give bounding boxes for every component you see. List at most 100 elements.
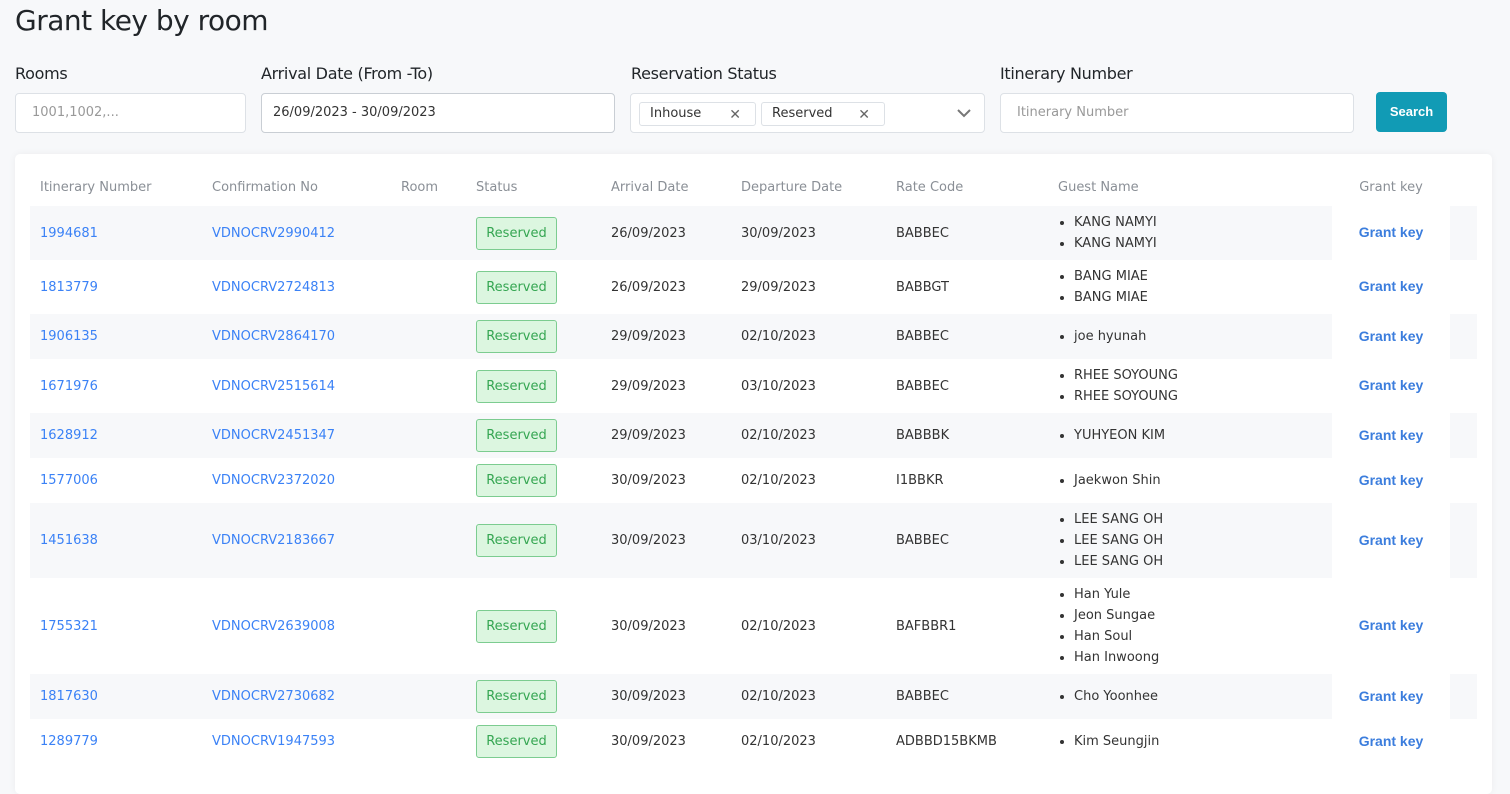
itinerary-link[interactable]: 1577006 <box>40 473 98 488</box>
reservations-table: Itinerary Number Confirmation No Room Statu… <box>30 168 1477 764</box>
arrival-date: 30/09/2023 <box>601 674 731 719</box>
results-card: Itinerary Number Confirmation No Room Statu… <box>15 154 1492 794</box>
status-badge: Reserved <box>476 369 557 403</box>
arrival-date: 29/09/2023 <box>601 413 731 458</box>
guest-name: KANG NAMYI <box>1074 233 1332 254</box>
arrival-date: 30/09/2023 <box>611 618 686 634</box>
status-tag-inhouse: Inhouse ✕ <box>639 102 756 126</box>
guest-name: RHEE SOYOUNG <box>1074 365 1332 386</box>
rate-code: BABBEC <box>886 314 1048 359</box>
rate-code: BAFBBR1 <box>896 618 957 634</box>
grant-key-button[interactable]: Grant key <box>1358 687 1424 704</box>
itinerary-link[interactable]: 1817630 <box>40 689 98 704</box>
guest-name: YUHYEON KIM <box>1074 425 1332 446</box>
departure-date: 02/10/2023 <box>731 413 886 458</box>
guest-name: Han Yule <box>1074 584 1332 605</box>
reservation-status-label: Reservation Status <box>631 64 777 83</box>
rate-code: I1BBKR <box>896 473 944 488</box>
guest-name: Jaekwon Shin <box>1074 470 1332 491</box>
itinerary-link[interactable]: 1289779 <box>40 734 98 749</box>
room-cell <box>391 578 466 674</box>
itinerary-input[interactable]: Itinerary Number <box>1000 93 1354 133</box>
status-badge: Reserved <box>476 725 557 758</box>
confirmation-link[interactable]: VDNOCRV2724813 <box>212 279 336 295</box>
arrival-date-label: Arrival Date (From -To) <box>261 64 433 83</box>
confirmation-link[interactable]: VDNOCRV2183667 <box>212 533 336 548</box>
departure-date: 30/09/2023 <box>731 206 886 260</box>
confirmation-link[interactable]: VDNOCRV2639008 <box>212 618 336 634</box>
grant-key-button[interactable]: Grant key <box>1358 471 1424 488</box>
confirmation-link[interactable]: VDNOCRV2990412 <box>212 225 336 241</box>
itinerary-link[interactable]: 1628912 <box>40 428 98 443</box>
rate-code: BABBEC <box>886 206 1048 260</box>
rate-code: BABBEC <box>896 378 949 394</box>
guest-name: joe hyunah <box>1074 326 1332 347</box>
arrival-date: 29/09/2023 <box>601 314 731 359</box>
guest-list: YUHYEON KIM <box>1058 425 1332 446</box>
departure-date: 03/10/2023 <box>731 503 886 578</box>
search-button[interactable]: Search <box>1376 92 1447 132</box>
departure-date: 03/10/2023 <box>741 378 816 394</box>
confirmation-link[interactable]: VDNOCRV2864170 <box>212 329 336 344</box>
departure-date: 29/09/2023 <box>741 279 816 295</box>
itinerary-link[interactable]: 1671976 <box>40 378 98 394</box>
grant-key-button[interactable]: Grant key <box>1358 426 1424 443</box>
room-cell <box>391 413 466 458</box>
rooms-input[interactable]: 1001,1002,... <box>15 93 246 133</box>
arrival-date: 29/09/2023 <box>611 378 686 394</box>
table-row: 1577006 VDNOCRV2372020 Reserved 30/09/2023 0… <box>30 458 1477 503</box>
itinerary-link[interactable]: 1451638 <box>40 533 98 548</box>
guest-name: RHEE SOYOUNG <box>1074 386 1332 407</box>
grant-key-button[interactable]: Grant key <box>1358 224 1424 240</box>
table-row: 1289779 VDNOCRV1947593 Reserved 30/09/2023 0… <box>30 719 1477 764</box>
guest-list: LEE SANG OHLEE SANG OHLEE SANG OH <box>1058 509 1332 572</box>
arrival-date-input[interactable]: 26/09/2023 - 30/09/2023 <box>261 93 615 133</box>
status-badge: Reserved <box>476 216 557 250</box>
confirmation-link[interactable]: VDNOCRV2730682 <box>212 689 336 704</box>
remove-tag-icon[interactable]: ✕ <box>858 107 870 123</box>
rate-code: BABBBK <box>886 413 1048 458</box>
guest-name: LEE SANG OH <box>1074 530 1332 551</box>
grant-key-button[interactable]: Grant key <box>1358 617 1424 633</box>
arrival-date: 30/09/2023 <box>611 473 686 488</box>
table-row: 1671976 VDNOCRV2515614 Reserved 29/09/2023 0… <box>30 359 1477 413</box>
guest-name: Han Inwoong <box>1074 647 1332 668</box>
itinerary-link[interactable]: 1994681 <box>40 225 98 241</box>
guest-list: KANG NAMYIKANG NAMYI <box>1058 212 1332 254</box>
chevron-down-icon[interactable] <box>956 108 972 118</box>
guest-name: LEE SANG OH <box>1074 551 1332 572</box>
departure-date: 02/10/2023 <box>741 734 816 749</box>
guest-list: Han YuleJeon SungaeHan SoulHan Inwoong <box>1058 584 1332 668</box>
itinerary-link[interactable]: 1906135 <box>40 329 98 344</box>
room-cell <box>391 359 466 413</box>
grant-key-button[interactable]: Grant key <box>1358 531 1424 548</box>
departure-date: 02/10/2023 <box>741 473 816 488</box>
confirmation-link[interactable]: VDNOCRV2372020 <box>212 473 336 488</box>
confirmation-link[interactable]: VDNOCRV2515614 <box>212 378 336 394</box>
status-badge: Reserved <box>476 320 557 353</box>
column-header: Itinerary Number <box>40 179 152 195</box>
itinerary-link[interactable]: 1755321 <box>40 618 98 634</box>
status-tag-reserved: Reserved ✕ <box>761 102 885 126</box>
column-header: Room <box>401 179 439 195</box>
grant-key-button[interactable]: Grant key <box>1358 377 1424 393</box>
grant-key-button[interactable]: Grant key <box>1358 732 1424 749</box>
confirmation-link[interactable]: VDNOCRV1947593 <box>212 734 336 749</box>
rooms-label: Rooms <box>15 64 68 83</box>
table-row: 1994681 VDNOCRV2990412 Reserved 26/09/2023 3… <box>30 206 1477 260</box>
departure-date: 02/10/2023 <box>731 674 886 719</box>
confirmation-link[interactable]: VDNOCRV2451347 <box>212 428 336 443</box>
table-row: 1906135 VDNOCRV2864170 Reserved 29/09/2023 0… <box>30 314 1477 359</box>
status-badge: Reserved <box>476 680 557 713</box>
grant-key-button[interactable]: Grant key <box>1358 278 1424 294</box>
remove-tag-icon[interactable]: ✕ <box>729 107 741 123</box>
guest-name: KANG NAMYI <box>1074 212 1332 233</box>
column-header: Grant key <box>1359 179 1423 195</box>
status-badge: Reserved <box>476 609 557 643</box>
grant-key-button[interactable]: Grant key <box>1358 327 1424 344</box>
rate-code: ADBBD15BKMB <box>896 734 997 749</box>
itinerary-link[interactable]: 1813779 <box>40 279 98 295</box>
rate-code: BABBGT <box>896 279 949 295</box>
reservation-status-select[interactable]: Inhouse ✕ Reserved ✕ <box>630 93 985 133</box>
status-badge: Reserved <box>476 270 557 304</box>
